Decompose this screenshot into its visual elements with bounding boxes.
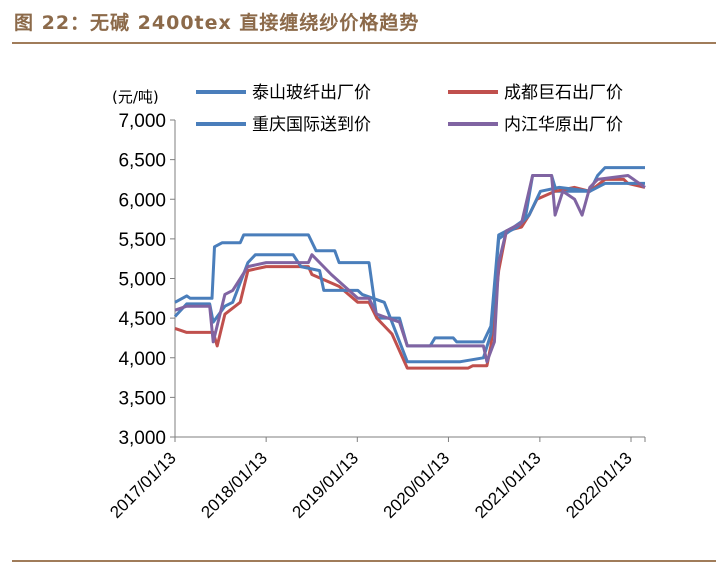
y-tick-label: 5,500 — [118, 230, 166, 251]
legend-label-3: 重庆国际送到价 — [252, 115, 371, 135]
series-line-3 — [173, 181, 645, 364]
y-axis-unit-label: (元/吨) — [112, 88, 159, 106]
y-tick-label: 5,000 — [118, 270, 166, 291]
x-tick-label: 2019/01/13 — [289, 448, 363, 522]
y-tick-label: 3,500 — [118, 388, 166, 409]
legend-label-1: 泰山玻纤出厂价 — [252, 83, 371, 103]
series-line-4 — [174, 174, 646, 364]
title-rule — [12, 42, 716, 44]
y-tick-label: 6,500 — [118, 151, 166, 172]
x-tick-label: 2018/01/13 — [197, 448, 271, 522]
x-tick-label: 2017/01/13 — [106, 448, 180, 522]
x-tick-label: 2020/01/13 — [380, 448, 454, 522]
figure-title: 图 22：无碱 2400tex 直接缠绕纱价格趋势 — [14, 12, 420, 34]
y-tick-label: 4,000 — [118, 349, 166, 370]
legend-label-4: 内江华原出厂价 — [504, 115, 623, 135]
series-line-1 — [174, 166, 645, 348]
y-tick-label: 7,000 — [118, 111, 166, 132]
bottom-rule — [12, 560, 716, 562]
series-line-2 — [174, 177, 646, 370]
x-tick-label: 2022/01/13 — [562, 448, 636, 522]
y-tick-label: 4,500 — [118, 309, 166, 330]
y-tick-label: 3,000 — [118, 428, 166, 449]
y-tick-label: 6,000 — [118, 190, 166, 211]
series-lines — [173, 166, 646, 370]
legend-label-2: 成都巨石出厂价 — [504, 83, 623, 103]
x-tick-label: 2021/01/13 — [471, 448, 545, 522]
